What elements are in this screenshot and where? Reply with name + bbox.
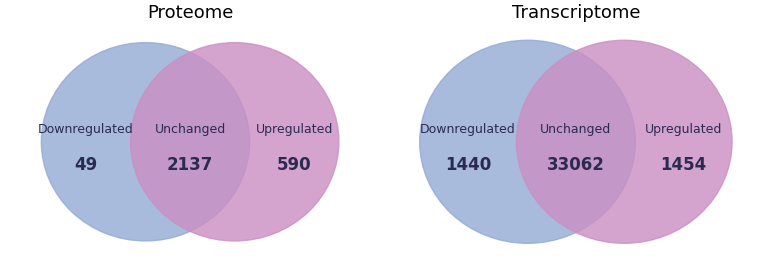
Ellipse shape bbox=[41, 43, 250, 241]
Ellipse shape bbox=[516, 40, 732, 243]
Text: 33062: 33062 bbox=[547, 156, 605, 175]
Title: Proteome: Proteome bbox=[147, 4, 234, 22]
Text: 49: 49 bbox=[74, 156, 97, 175]
Ellipse shape bbox=[131, 43, 339, 241]
Text: 1454: 1454 bbox=[660, 156, 707, 175]
Text: 1440: 1440 bbox=[445, 156, 491, 175]
Text: Downregulated: Downregulated bbox=[421, 124, 516, 136]
Text: Upregulated: Upregulated bbox=[256, 124, 333, 136]
Ellipse shape bbox=[420, 40, 635, 243]
Text: Unchanged: Unchanged bbox=[540, 124, 611, 136]
Text: Unchanged: Unchanged bbox=[155, 124, 226, 136]
Text: Upregulated: Upregulated bbox=[645, 124, 722, 136]
Text: Downregulated: Downregulated bbox=[38, 124, 134, 136]
Text: 590: 590 bbox=[277, 156, 312, 175]
Title: Transcriptome: Transcriptome bbox=[512, 4, 640, 22]
Text: 2137: 2137 bbox=[167, 156, 213, 175]
